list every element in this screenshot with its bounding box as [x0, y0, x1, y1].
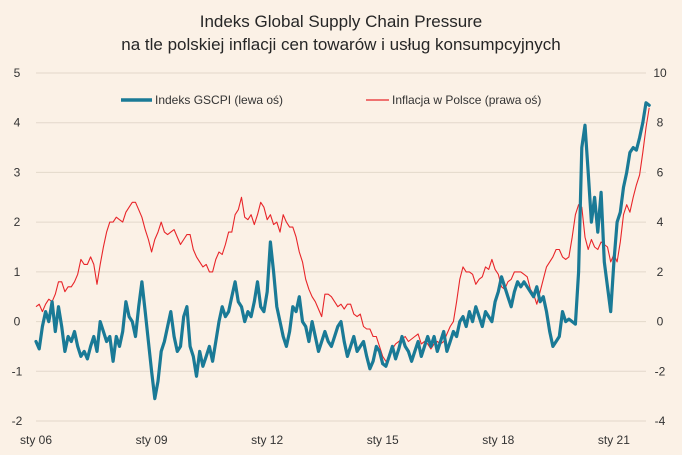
chart-title-line-2: na tle polskiej inflacji cen towarów i u… — [121, 35, 560, 54]
x-tick-label: sty 12 — [251, 433, 283, 447]
gridlines — [36, 72, 646, 422]
right-tick-label: -4 — [655, 414, 666, 428]
x-tick-label: sty 15 — [367, 433, 399, 447]
right-tick-label: 8 — [657, 116, 664, 130]
x-axis-ticks: sty 06 sty 09 sty 12 sty 15 sty 18 sty 21 — [20, 433, 630, 447]
chart-title-line-1: Indeks Global Supply Chain Pressure — [200, 12, 483, 31]
left-tick-label: -1 — [12, 364, 23, 378]
legend-label-gscpi: Indeks GSCPI (lewa oś) — [155, 93, 283, 107]
left-tick-label: 0 — [14, 315, 21, 329]
right-tick-label: 10 — [653, 66, 667, 80]
left-tick-label: 1 — [14, 265, 21, 279]
x-tick-label: sty 06 — [20, 433, 52, 447]
right-tick-label: -2 — [655, 364, 666, 378]
right-tick-label: 2 — [657, 265, 664, 279]
right-tick-label: 4 — [657, 215, 664, 229]
left-tick-label: 3 — [14, 165, 21, 179]
right-axis-ticks: -4 -2 0 2 4 6 8 10 — [653, 66, 667, 428]
legend: Indeks GSCPI (lewa oś) Inflacja w Polsce… — [121, 93, 541, 107]
gscpi-series-line — [34, 101, 651, 401]
x-tick-label: sty 21 — [598, 433, 630, 447]
inflation-series-line — [35, 107, 650, 362]
right-tick-label: 0 — [657, 315, 664, 329]
legend-label-inflation: Inflacja w Polsce (prawa oś) — [392, 93, 541, 107]
x-tick-label: sty 18 — [482, 433, 514, 447]
left-tick-label: 4 — [14, 116, 21, 130]
left-axis-ticks: -2 -1 0 1 2 3 4 5 — [12, 66, 23, 428]
left-tick-label: 5 — [14, 66, 21, 80]
right-tick-label: 6 — [657, 165, 664, 179]
left-tick-label: 2 — [14, 215, 21, 229]
x-tick-label: sty 09 — [136, 433, 168, 447]
left-tick-label: -2 — [12, 414, 23, 428]
